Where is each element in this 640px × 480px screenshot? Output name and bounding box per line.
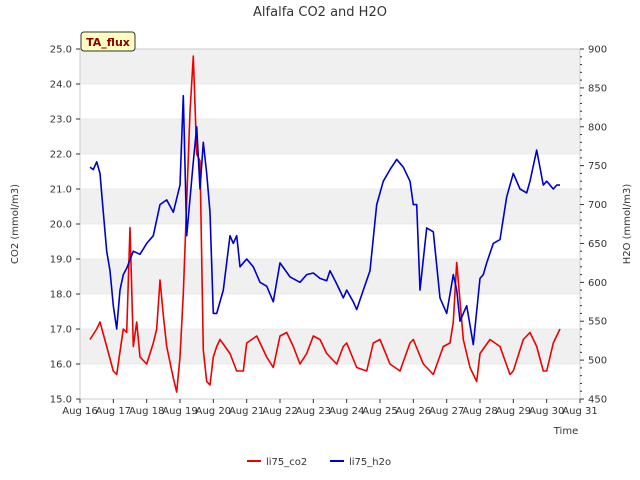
x-tick-label: Aug 30 <box>529 406 564 417</box>
legend: li75_co2 li75_h2o <box>247 457 391 468</box>
plot-band <box>80 119 580 154</box>
y-right-tick-label: 600 <box>588 278 607 289</box>
x-axis-label: Time <box>553 426 578 437</box>
x-tick-label: Aug 21 <box>229 406 264 417</box>
x-tick-label: Aug 27 <box>429 406 464 417</box>
x-tick-label: Aug 28 <box>462 406 497 417</box>
legend-label-li75_co2: li75_co2 <box>266 457 307 468</box>
y-axis-right: 450 500 550 600 650 700 750 800 850 900 <box>580 45 607 406</box>
x-tick-label: Aug 17 <box>96 406 131 417</box>
y-left-tick-label: 20.0 <box>50 220 72 231</box>
y-right-tick-label: 550 <box>588 317 607 328</box>
plot-band <box>80 49 580 84</box>
y-left-tick-label: 17.0 <box>50 325 72 336</box>
y-axis-left: 15.0 16.0 17.0 18.0 19.0 20.0 21.0 22.0 23.0 24.0… <box>50 45 80 406</box>
y-right-tick-label: 700 <box>588 200 607 211</box>
plot-band <box>80 189 580 224</box>
y-right-tick-label: 850 <box>588 83 607 94</box>
x-tick-label: Aug 26 <box>396 406 431 417</box>
x-tick-label: Aug 18 <box>129 406 164 417</box>
chart-title: Alfalfa CO2 and H2O <box>253 5 387 20</box>
x-tick-label: Aug 19 <box>162 406 197 417</box>
x-tick-label: Aug 24 <box>329 406 364 417</box>
y-axis-right-label: H2O (mmol/m3) <box>622 184 633 265</box>
y-right-tick-label: 900 <box>588 45 607 56</box>
y-right-tick-label: 450 <box>588 395 607 406</box>
plot-band <box>80 329 580 364</box>
x-tick-label: Aug 31 <box>562 406 597 417</box>
badge-box <box>80 31 136 52</box>
gridlines <box>80 48 580 400</box>
badge-label: TA_flux <box>86 36 130 49</box>
x-tick-label: Aug 29 <box>496 406 531 417</box>
series-line-li75_h2o <box>89 94 560 346</box>
y-left-tick-label: 25.0 <box>50 45 72 56</box>
y-left-tick-label: 21.0 <box>50 185 72 196</box>
x-tick-label: Aug 22 <box>262 406 297 417</box>
y-left-tick-label: 19.0 <box>50 255 72 266</box>
y-left-tick-label: 22.0 <box>50 150 72 161</box>
x-tick-label: Aug 25 <box>362 406 397 417</box>
y-left-tick-label: 16.0 <box>50 360 72 371</box>
x-tick-label: Aug 20 <box>196 406 231 417</box>
y-left-tick-label: 18.0 <box>50 290 72 301</box>
series-line-li75_co2 <box>89 55 561 393</box>
plot-bands <box>80 49 580 364</box>
y-left-tick-label: 23.0 <box>50 115 72 126</box>
y-left-tick-label: 15.0 <box>50 395 72 406</box>
plot-band <box>80 259 580 294</box>
y-right-tick-label: 650 <box>588 239 607 250</box>
legend-label-li75_h2o: li75_h2o <box>349 457 391 468</box>
y-right-tick-label: 750 <box>588 161 607 172</box>
y-right-tick-label: 500 <box>588 356 607 367</box>
ta-flux-badge: TA_flux <box>80 31 136 52</box>
x-tick-label: Aug 23 <box>296 406 331 417</box>
x-tick-label: Aug 16 <box>62 406 97 417</box>
y-left-tick-label: 24.0 <box>50 80 72 91</box>
y-axis-left-label: CO2 (mmol/m3) <box>10 184 21 264</box>
series-lines <box>89 55 561 393</box>
y-right-tick-label: 800 <box>588 122 607 133</box>
